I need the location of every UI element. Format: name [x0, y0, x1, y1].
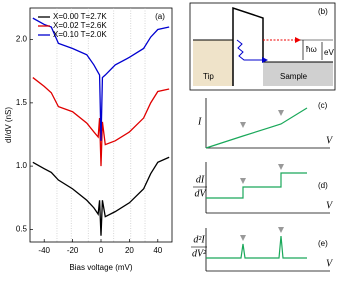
- sample-label: Sample: [280, 72, 308, 81]
- panel-label: (c): [318, 101, 328, 110]
- panel-b: ħω eV Tip Sample (b): [189, 2, 336, 91]
- sample-region: [263, 62, 333, 86]
- tip-region: [193, 40, 233, 86]
- curve: [206, 235, 307, 259]
- x-axis-label: V: [326, 258, 334, 269]
- marker-arrow: [240, 235, 246, 241]
- y-tick-label: 1.0: [16, 161, 28, 170]
- y-tick-label: 1.5: [16, 98, 28, 107]
- y-axis-label: d²I: [193, 234, 205, 245]
- data-line: [32, 77, 170, 167]
- x-tick-label: 0: [99, 246, 104, 255]
- x-tick-label: -40: [38, 246, 50, 255]
- legend-label: X=0.10 T=2.0K: [53, 30, 107, 39]
- panel-label: (b): [318, 7, 328, 16]
- y-axis-label: dV: [194, 188, 207, 199]
- x-axis-label: Bias voltage (mV): [69, 263, 132, 272]
- x-tick-label: 20: [125, 246, 134, 255]
- y-tick-label: 2.0: [16, 35, 28, 44]
- y-axis-label: dI: [196, 174, 205, 185]
- data-line: [32, 156, 170, 236]
- panel-d: dI dV V (d): [193, 162, 334, 214]
- curve: [206, 172, 307, 199]
- y-axis-label: dV²: [192, 248, 207, 259]
- marker-arrow: [278, 110, 284, 116]
- marker-arrow: [278, 227, 284, 233]
- panel-label: (e): [318, 239, 328, 248]
- curve: [205, 107, 308, 149]
- legend-label: X=0.00 T=2.7K: [53, 12, 107, 21]
- phonon-label: ħω: [306, 45, 317, 54]
- marker-arrow: [278, 164, 284, 170]
- marker-arrow: [240, 178, 246, 184]
- panel-label: (d): [318, 181, 328, 190]
- arrowhead: [262, 57, 268, 63]
- inelastic-arrow: [236, 39, 262, 61]
- marker-arrow: [240, 122, 246, 128]
- y-axis-label: I: [197, 116, 202, 127]
- arrowhead: [295, 37, 301, 43]
- x-tick-label: 40: [153, 246, 162, 255]
- data-line: [32, 17, 170, 141]
- panel-frame: [189, 2, 336, 91]
- tip-label: Tip: [203, 72, 214, 81]
- panel-label: (a): [155, 12, 165, 21]
- y-axis-label: dI/dV (nS): [4, 107, 13, 143]
- barrier: [232, 6, 264, 86]
- x-axis-label: V: [326, 135, 334, 146]
- bias-label: eV: [324, 48, 334, 57]
- panel-c: I V (c): [197, 98, 334, 149]
- y-tick-label: 0.5: [16, 224, 28, 233]
- panel-e: d²I dV² V (e): [191, 227, 334, 272]
- x-axis-label: V: [326, 200, 334, 211]
- x-tick-label: -20: [67, 246, 79, 255]
- legend-label: X=0.02 T=2.6K: [53, 21, 107, 30]
